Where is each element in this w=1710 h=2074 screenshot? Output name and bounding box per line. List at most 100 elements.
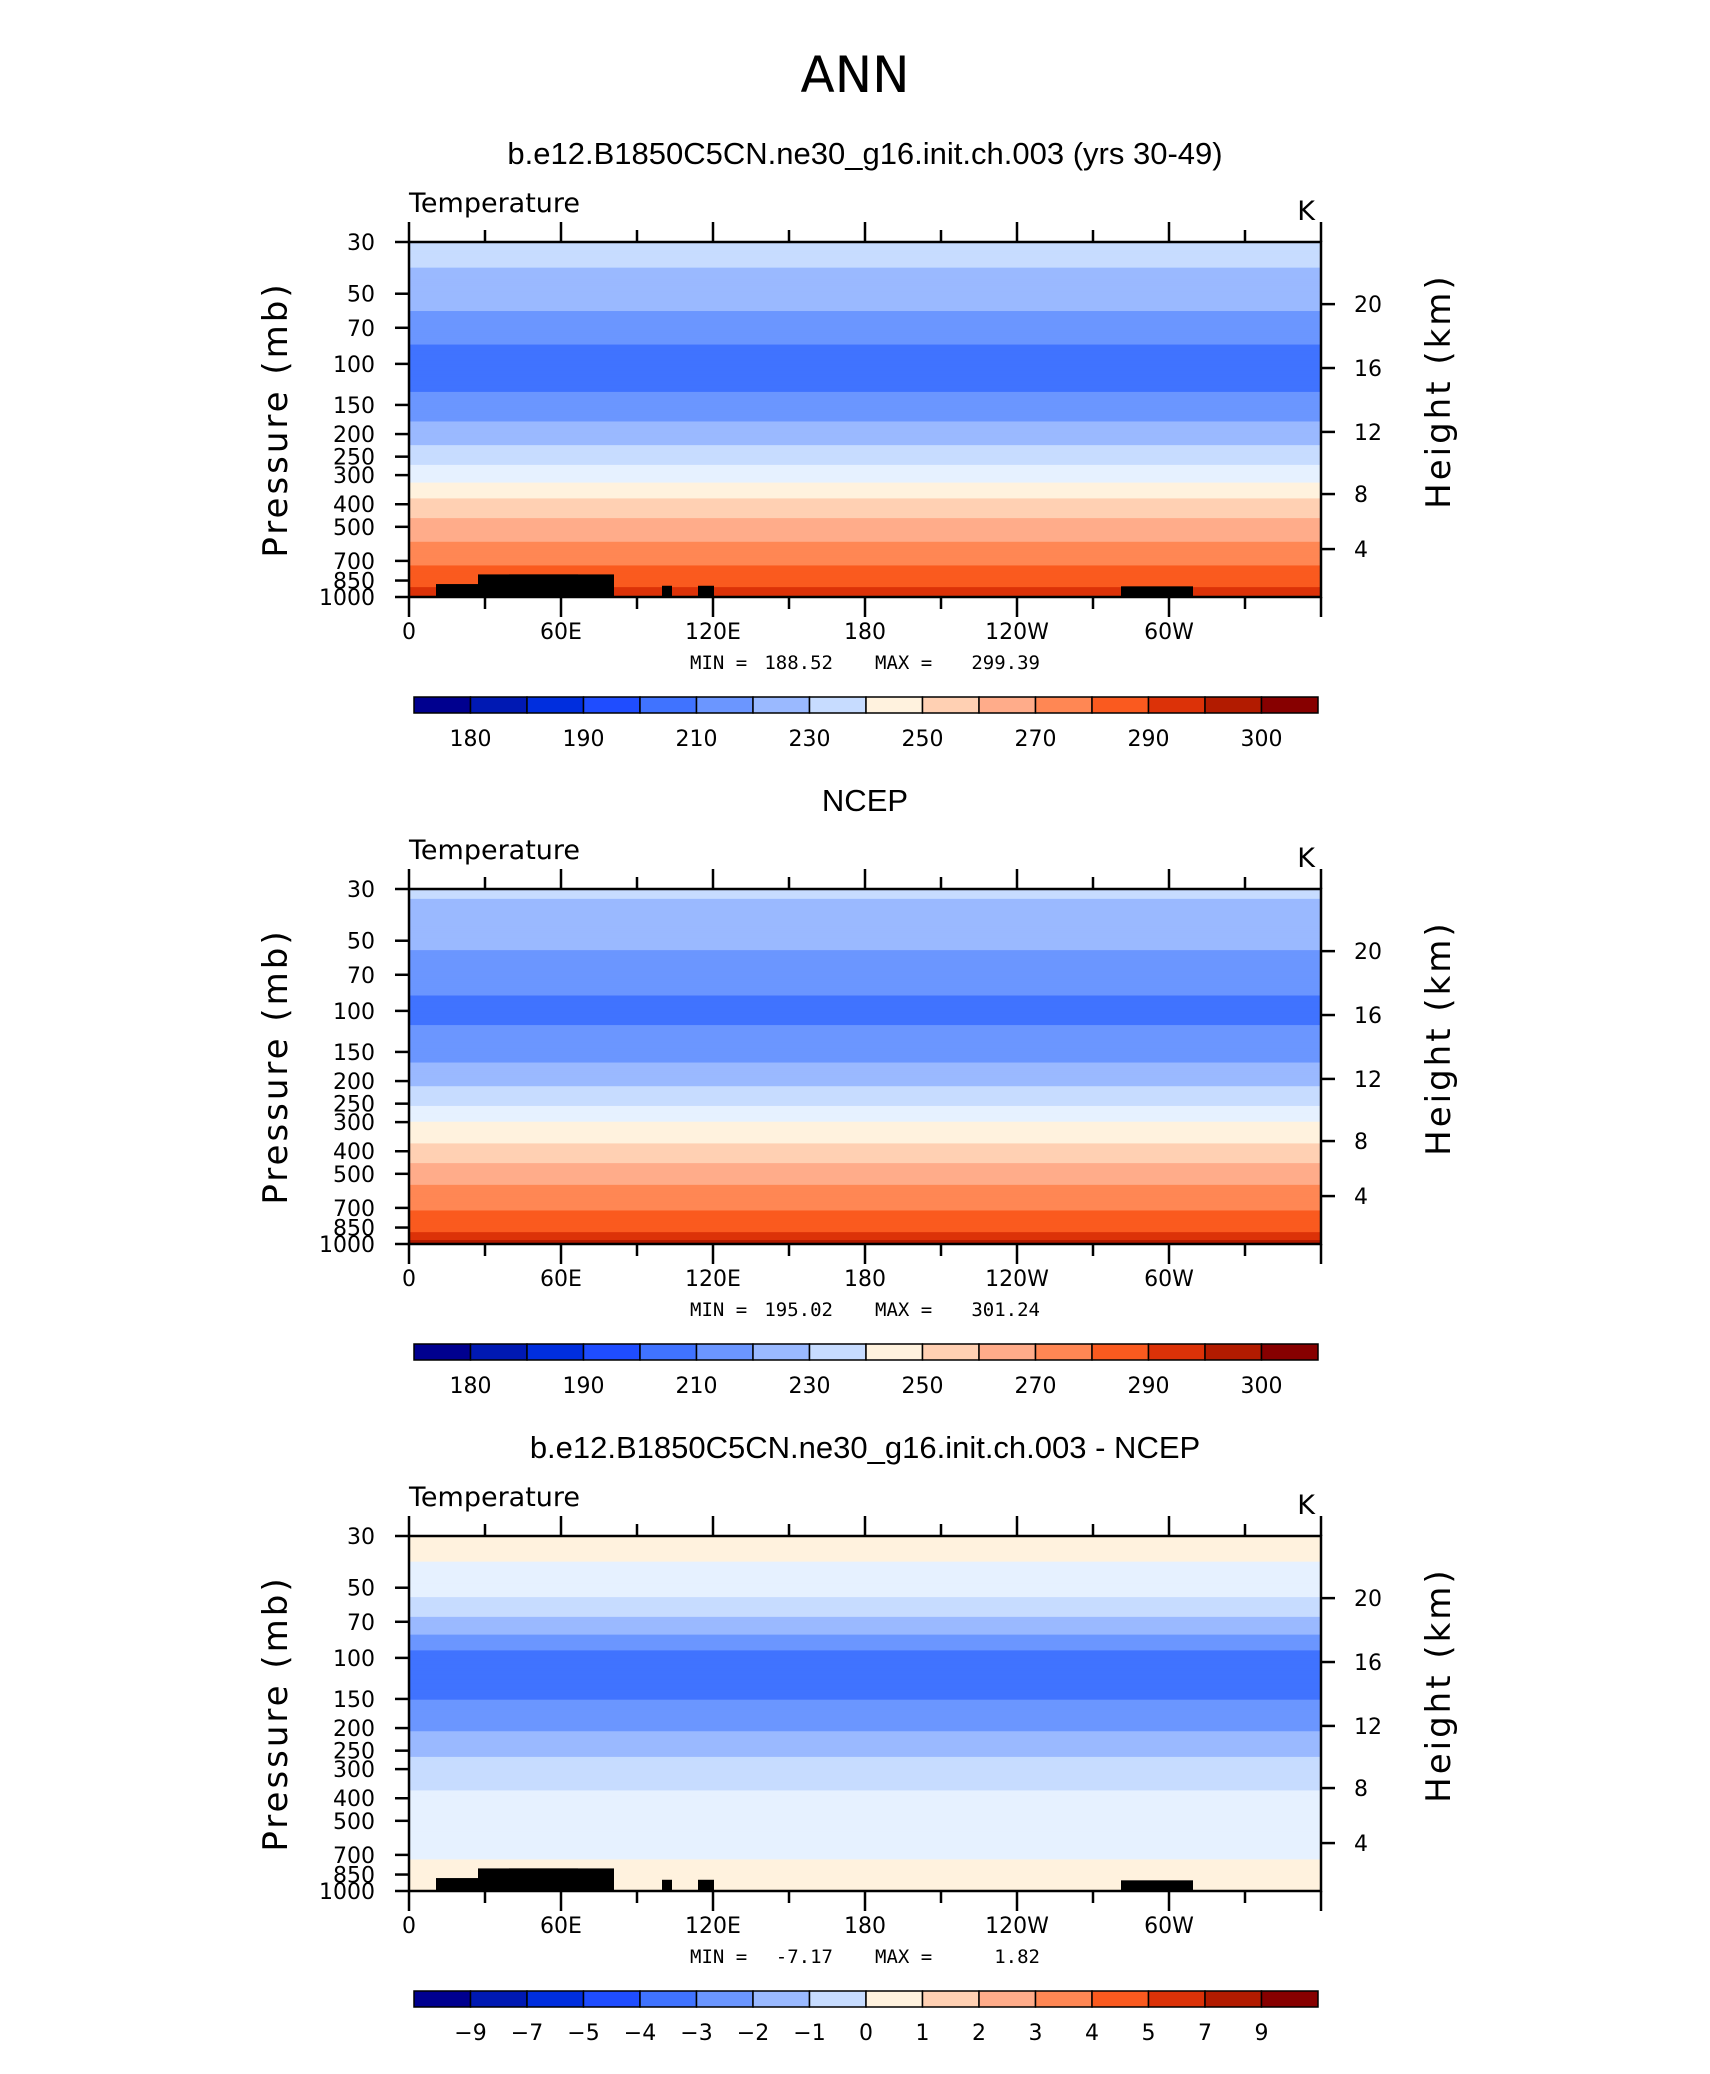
contour-band xyxy=(409,1220,1321,1223)
x-tick-label: 60E xyxy=(540,1267,582,1292)
contour-band xyxy=(409,926,1321,930)
contour-band xyxy=(409,1711,1321,1715)
contour-band xyxy=(409,1630,1321,1634)
contour-band xyxy=(409,1161,1321,1164)
height-tick-label: 20 xyxy=(1354,293,1382,318)
contour-band xyxy=(409,470,1321,474)
contour-band xyxy=(409,1536,1321,1539)
colorbar-box xyxy=(1147,1990,1206,2008)
contour-band xyxy=(409,555,1321,559)
contour-band xyxy=(409,425,1321,428)
contour-band xyxy=(409,1579,1321,1582)
max-label: MAX = xyxy=(875,1299,932,1321)
contour-band xyxy=(409,1216,1321,1219)
x-tick-label: 120W xyxy=(985,1914,1049,1939)
height-tick-label: 12 xyxy=(1354,1068,1382,1093)
contour-band xyxy=(409,1735,1321,1738)
contour-band xyxy=(409,1178,1321,1182)
contour-band xyxy=(409,1642,1321,1646)
contour-band xyxy=(409,474,1321,478)
contour-band xyxy=(409,1747,1321,1750)
contour-band xyxy=(409,1808,1321,1811)
contour-band xyxy=(409,1557,1321,1561)
contour-band xyxy=(409,1143,1321,1146)
colorbar-label: −2 xyxy=(737,2021,769,2046)
contour-field xyxy=(409,889,1321,1244)
contour-band xyxy=(409,553,1321,557)
contour-band xyxy=(409,253,1321,257)
contour-band xyxy=(409,1021,1321,1024)
contour-band xyxy=(409,1660,1321,1663)
contour-band xyxy=(409,1182,1321,1186)
colorbar-label: 4 xyxy=(1085,2021,1099,2046)
contour-band xyxy=(409,1023,1321,1026)
contour-band xyxy=(409,573,1321,576)
contour-band xyxy=(409,291,1321,294)
contour-band xyxy=(409,271,1321,275)
contour-band xyxy=(409,346,1321,350)
contour-band xyxy=(409,305,1321,308)
contour-band xyxy=(409,591,1321,594)
contour-band xyxy=(409,1833,1321,1837)
contour-band xyxy=(409,498,1321,501)
contour-band xyxy=(409,1589,1321,1592)
contour-band xyxy=(409,1011,1321,1014)
contour-band xyxy=(409,433,1321,436)
contour-band xyxy=(409,360,1321,363)
panel-model: b.e12.B1850C5CN.ne30_g16.init.ch.003 (yr… xyxy=(256,136,1459,752)
contour-band xyxy=(409,1636,1321,1640)
variable-label: Temperature xyxy=(408,1482,580,1513)
contour-band xyxy=(409,1066,1321,1070)
contour-band xyxy=(409,1050,1321,1054)
contour-band xyxy=(409,1129,1321,1133)
contour-band xyxy=(409,522,1321,525)
height-tick-label: 4 xyxy=(1354,1185,1368,1210)
contour-band xyxy=(409,313,1321,316)
colorbar-label: 290 xyxy=(1128,1374,1170,1399)
contour-band xyxy=(409,466,1321,470)
contour-band xyxy=(409,372,1321,375)
colorbar-box xyxy=(695,1990,754,2008)
colorbar-label: 5 xyxy=(1142,2021,1156,2046)
contour-band xyxy=(409,1788,1321,1792)
contour-band xyxy=(409,563,1321,567)
colorbar-box xyxy=(978,1343,1037,1361)
y-tick-label: 700 xyxy=(333,550,375,575)
contour-band xyxy=(409,1879,1321,1882)
contour-band xyxy=(409,571,1321,574)
contour-band xyxy=(409,1198,1321,1202)
contour-band xyxy=(409,1565,1321,1569)
contour-band xyxy=(409,273,1321,277)
colorbar-label: −4 xyxy=(624,2021,656,2046)
contour-band xyxy=(409,472,1321,476)
contour-band xyxy=(409,575,1321,578)
y-tick-label: 700 xyxy=(333,1844,375,1869)
contour-band xyxy=(409,362,1321,365)
contour-band xyxy=(409,1664,1321,1667)
contour-band xyxy=(409,342,1321,346)
contour-band xyxy=(409,1218,1321,1221)
contour-band xyxy=(409,987,1321,991)
contour-band xyxy=(409,295,1321,298)
contour-band xyxy=(409,1098,1321,1101)
colorbar-box xyxy=(1091,1343,1150,1361)
colorbar-box xyxy=(1260,696,1319,714)
contour-band xyxy=(409,889,1321,892)
contour-band xyxy=(409,441,1321,444)
contour-band xyxy=(409,1723,1321,1726)
contour-band xyxy=(409,1871,1321,1874)
contour-band xyxy=(409,1155,1321,1158)
contour-band xyxy=(409,892,1321,896)
colorbar-label: −7 xyxy=(511,2021,543,2046)
contour-band xyxy=(409,993,1321,997)
colorbar-box xyxy=(582,696,641,714)
contour-band xyxy=(409,1032,1321,1036)
y-tick-label: 300 xyxy=(333,464,375,489)
contour-band xyxy=(409,1768,1321,1772)
colorbar-box xyxy=(1147,1343,1206,1361)
contour-band xyxy=(409,1719,1321,1722)
colorbar-box xyxy=(1260,1990,1319,2008)
contour-band xyxy=(409,1847,1321,1851)
contour-band xyxy=(409,1612,1321,1616)
contour-band xyxy=(409,1800,1321,1803)
